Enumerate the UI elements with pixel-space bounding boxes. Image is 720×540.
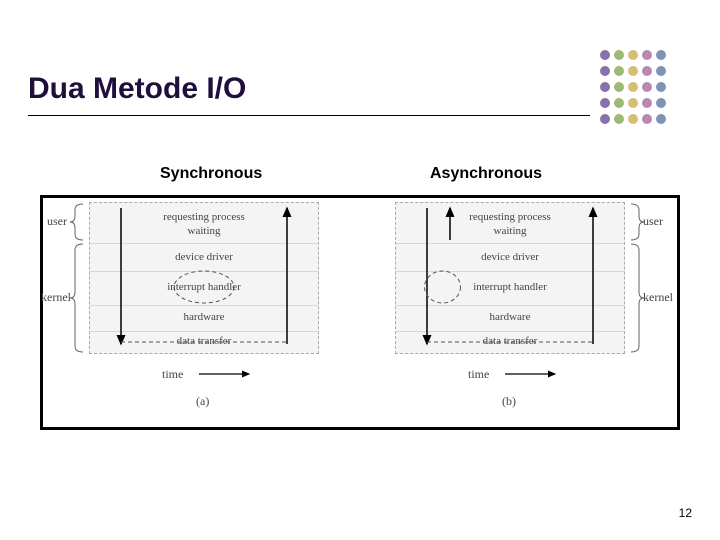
page-number: 12 (679, 506, 692, 520)
time-label-a: time (162, 367, 183, 382)
brace-label-kernel-left: kernel (41, 290, 71, 305)
figure-overlay (0, 0, 720, 540)
panel-caption-a: (a) (196, 394, 209, 409)
brace-label-user-right: user (643, 214, 663, 229)
panel-caption-b: (b) (502, 394, 516, 409)
brace-label-user-left: user (47, 214, 67, 229)
slide-root: Dua Metode I/O Synchronous Asynchronous … (0, 0, 720, 540)
time-label-b: time (468, 367, 489, 382)
brace-label-kernel-right: kernel (643, 290, 673, 305)
